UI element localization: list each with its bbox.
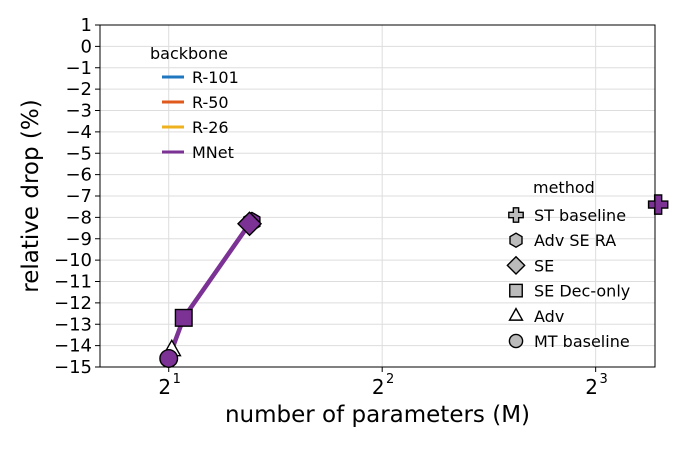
legend-label-r-101: R-101 <box>192 68 239 87</box>
method-legend: method ST baseline Adv SE RA SE SE Dec-only A… <box>506 178 630 351</box>
y-axis: 10−1−2−3−4−5−6−7−8−9−10−11−12−13−14−15 <box>54 15 100 378</box>
y-tick-label: −2 <box>65 79 92 100</box>
y-tick-label: −11 <box>54 272 92 293</box>
legend-marker-se <box>506 255 526 276</box>
method-legend-title: method <box>533 178 595 197</box>
backbone-legend-title: backbone <box>150 44 228 63</box>
point-mnet-mt-baseline <box>159 348 179 368</box>
legend-label-r-50: R-50 <box>192 93 229 112</box>
y-tick-label: −12 <box>54 293 92 314</box>
x-tick-exponent: 3 <box>600 372 608 387</box>
legend-label-se-dec-only: SE Dec-only <box>534 282 630 301</box>
y-tick-label: −13 <box>54 314 92 335</box>
legend-marker-adv-se-ra <box>509 232 523 249</box>
legend-label-adv-se-ra: Adv SE RA <box>534 231 616 250</box>
x-tick-label: 2 <box>158 375 171 399</box>
x-tick-label: 2 <box>585 375 598 399</box>
y-tick-label: −1 <box>65 58 92 79</box>
x-axis: 2122232425262728 <box>158 367 608 399</box>
y-tick-label: −3 <box>65 101 92 122</box>
legend-label-st-baseline: ST baseline <box>534 206 626 225</box>
legend-label-r-26: R-26 <box>192 118 229 137</box>
y-tick-label: −15 <box>54 357 92 378</box>
y-tick-label: −14 <box>54 336 92 357</box>
y-tick-label: −6 <box>65 165 92 186</box>
legend-marker-adv <box>508 307 524 321</box>
y-axis-label: relative drop (%) <box>18 99 44 292</box>
point-mnet-se <box>237 211 263 237</box>
y-tick-label: −4 <box>65 122 92 143</box>
y-tick-label: 0 <box>81 36 92 57</box>
y-tick-label: −10 <box>54 250 92 271</box>
legend-marker-st-baseline <box>508 207 524 223</box>
legend-marker-se-dec-only <box>509 283 523 298</box>
legend-marker-mt-baseline <box>508 333 524 349</box>
legend-label-adv: Adv <box>534 307 564 326</box>
x-tick-label: 2 <box>372 375 385 399</box>
point-mnet-st-baseline <box>647 194 669 215</box>
x-tick-exponent: 2 <box>386 372 394 387</box>
y-tick-label: 1 <box>81 15 92 36</box>
legend-label-se: SE <box>534 256 554 275</box>
point-mnet-se-dec-only <box>174 308 193 327</box>
y-tick-label: −8 <box>65 207 92 228</box>
legend-label-mnet: MNet <box>192 143 234 162</box>
x-axis-label: number of parameters (M) <box>225 402 530 428</box>
series-lines <box>166 219 255 361</box>
y-tick-label: −9 <box>65 229 92 250</box>
backbone-legend: backbone R-101 R-50 R-26 MNet <box>150 44 239 162</box>
x-tick-exponent: 1 <box>173 372 181 387</box>
y-tick-label: −5 <box>65 143 92 164</box>
legend-label-mt-baseline: MT baseline <box>534 332 630 351</box>
y-tick-label: −7 <box>65 186 92 207</box>
data-points <box>159 194 669 368</box>
